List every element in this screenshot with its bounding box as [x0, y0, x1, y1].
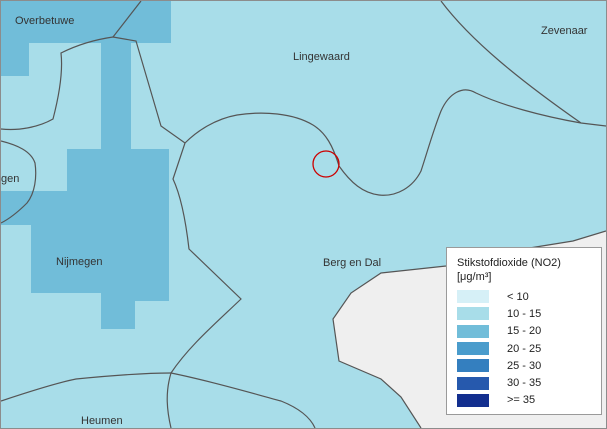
legend-item-label: >= 35	[507, 394, 536, 407]
legend-swatch	[457, 290, 489, 304]
legend-swatch	[457, 342, 489, 356]
legend-swatch	[457, 393, 489, 407]
legend-item: 20 - 25	[457, 340, 601, 357]
legend-item: 15 - 20	[457, 323, 601, 340]
legend-item-label: 30 - 35	[507, 377, 542, 390]
no2-class-15-20-cells	[1, 1, 171, 329]
legend-item: >= 35	[457, 392, 601, 409]
legend-item-label: < 10	[507, 290, 529, 303]
place-label-nijmegen: Nijmegen	[56, 256, 103, 268]
place-label-heumen: Heumen	[81, 415, 123, 427]
legend-swatch	[457, 359, 489, 373]
legend-swatch	[457, 307, 489, 321]
place-label-nijmegen-partial: gen	[1, 173, 20, 185]
legend-item: < 10	[457, 288, 601, 305]
legend-item-label: 20 - 25	[507, 342, 542, 355]
legend-item: 30 - 35	[457, 374, 601, 391]
map-legend: Stikstofdioxide (NO2) [μg/m³] < 10 10 - 1…	[446, 247, 602, 415]
place-label-lingewaard: Lingewaard	[293, 51, 350, 63]
legend-swatch	[457, 376, 489, 390]
legend-item-label: 15 - 20	[507, 325, 542, 338]
legend-item-label: 25 - 30	[507, 359, 542, 372]
legend-item: 25 - 30	[457, 357, 601, 374]
legend-items: < 10 10 - 15 15 - 20 20 - 25 25 - 30 30 - 35 >…	[457, 288, 601, 409]
place-label-zevenaar: Zevenaar	[541, 25, 588, 37]
place-label-overbetuwe: Overbetuwe	[15, 15, 75, 27]
legend-unit: [μg/m³]	[457, 271, 492, 283]
legend-swatch	[457, 324, 489, 338]
legend-item: 10 - 15	[457, 305, 601, 322]
legend-item-label: 10 - 15	[507, 307, 542, 320]
legend-title: Stikstofdioxide (NO2)	[457, 257, 561, 269]
location-marker[interactable]	[312, 150, 340, 178]
place-label-berg-en-dal: Berg en Dal	[323, 257, 382, 269]
